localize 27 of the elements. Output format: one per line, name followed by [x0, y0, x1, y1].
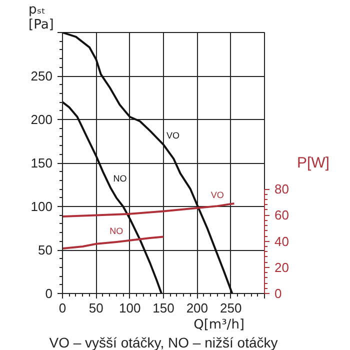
y2-tick-label: 0	[274, 286, 282, 301]
line-series	[62, 202, 236, 218]
line-series	[62, 236, 164, 250]
x-tick-label: 250	[220, 300, 242, 316]
series-label: VO	[210, 190, 224, 200]
y-axis-title: pₛₜ [Pa]	[28, 2, 54, 32]
series-label: NO	[110, 226, 124, 236]
y-tick-label: 150	[30, 156, 53, 170]
y-tick-label: 200	[30, 112, 53, 127]
y-tick-label: 100	[30, 199, 53, 214]
y2-tick-label: 80	[274, 182, 289, 197]
y-tick-label: 250	[30, 68, 53, 84]
x-tick-label: 200	[186, 300, 208, 316]
y-tick-label: 50	[38, 242, 53, 258]
x-tick-label: 0	[58, 300, 66, 316]
line-series	[62, 101, 162, 294]
y2-tick-label: 60	[274, 208, 289, 223]
series-label: VO	[166, 130, 180, 141]
y2-axis-title: P[W]	[296, 154, 330, 172]
y2-tick-label: 40	[274, 234, 289, 249]
x-tick-label: 50	[88, 300, 104, 316]
series-label: NO	[113, 173, 127, 184]
x-axis-title: Q[m³/h]	[194, 318, 245, 332]
x-tick-label: 150	[152, 300, 174, 316]
x-tick-label: 100	[118, 300, 141, 316]
y-tick-label: 0	[45, 286, 53, 301]
y2-tick-label: 20	[274, 260, 289, 275]
